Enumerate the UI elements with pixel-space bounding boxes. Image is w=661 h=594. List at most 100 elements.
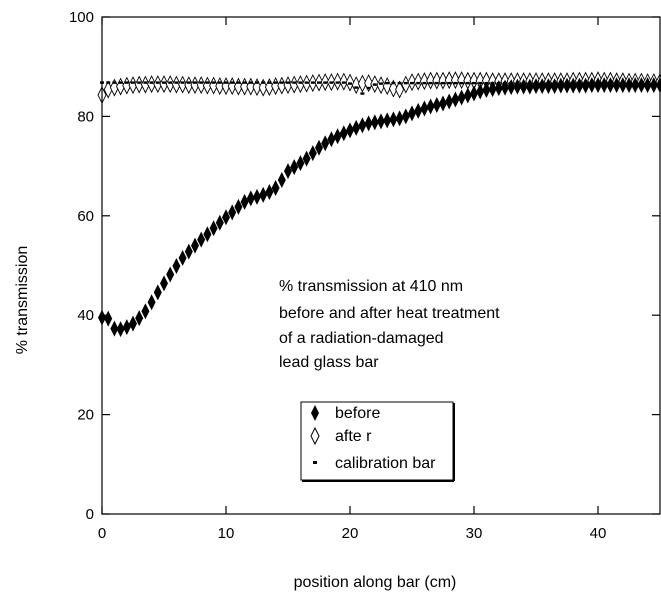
before-point — [333, 128, 342, 145]
before-point — [240, 193, 249, 210]
calibration-point — [230, 81, 235, 84]
before-point — [178, 250, 187, 267]
calibration-point — [422, 81, 427, 85]
plot-frame — [101, 16, 661, 515]
legend-marker-after — [310, 426, 320, 446]
before-point — [408, 105, 416, 122]
after-point — [140, 75, 150, 94]
before-point — [463, 87, 472, 104]
before-point — [612, 77, 621, 94]
before-point — [253, 188, 261, 205]
calibration-point — [397, 81, 402, 85]
before-point — [501, 79, 509, 96]
after-point — [419, 72, 429, 91]
legend-label-before: before — [335, 405, 380, 422]
before-point — [116, 321, 125, 338]
calibration-point — [410, 81, 414, 85]
x-tick-label: 0 — [98, 525, 106, 542]
before-point — [432, 96, 441, 113]
before-point — [569, 77, 578, 94]
after-point — [382, 77, 392, 96]
calibration-point — [279, 81, 284, 84]
calibration-point — [403, 81, 408, 85]
legend-box — [300, 401, 454, 481]
before-point — [104, 310, 113, 327]
legend-marker-calibration — [313, 461, 317, 464]
after-point — [159, 75, 169, 94]
before-point — [184, 243, 193, 260]
after-point — [357, 74, 367, 93]
before-point — [538, 78, 547, 95]
before-point — [414, 102, 423, 119]
calibration-point — [465, 81, 470, 85]
y-tick-label: 80 — [77, 108, 94, 125]
before-point — [631, 77, 640, 94]
calibration-point — [211, 81, 216, 84]
after-point — [153, 75, 163, 94]
before-point — [395, 110, 404, 127]
calibration-point — [143, 81, 148, 84]
before-point — [625, 77, 633, 94]
calibration-point — [286, 81, 290, 84]
calibration-point — [298, 81, 303, 84]
calibration-point — [379, 82, 383, 85]
before-point — [321, 135, 330, 152]
after-point — [196, 76, 206, 95]
before-point — [519, 78, 528, 95]
calibration-point — [242, 81, 247, 84]
calibration-point — [168, 81, 173, 84]
calibration-point — [162, 81, 166, 84]
chart-marks — [97, 71, 661, 338]
annotation-line-1: % transmission at 410 nm — [279, 278, 463, 295]
after-point — [295, 75, 305, 94]
calibration-point — [273, 81, 278, 84]
calibration-point — [416, 81, 421, 85]
before-point — [222, 209, 230, 226]
before-point — [172, 257, 181, 274]
calibration-point — [472, 81, 476, 85]
calibration-point — [124, 81, 129, 84]
calibration-point — [360, 92, 365, 95]
before-point — [290, 159, 299, 176]
before-point — [160, 275, 168, 292]
before-point — [296, 155, 305, 172]
before-point — [401, 108, 410, 125]
annotation-line-4: lead glass bar — [279, 354, 379, 371]
after-point — [376, 76, 386, 95]
calibration-point — [248, 81, 253, 84]
before-point — [581, 77, 590, 94]
calibration-point — [310, 81, 315, 84]
axes: 0 10 20 30 40 0 20 40 60 80 100 — [69, 9, 660, 542]
calibration-point — [261, 81, 266, 84]
calibration-point — [205, 81, 210, 84]
before-point — [302, 150, 311, 167]
before-point — [544, 78, 553, 95]
before-point — [532, 78, 540, 95]
after-point — [413, 72, 423, 91]
before-point — [563, 77, 571, 94]
annotation: % transmission at 410 nm before and afte… — [279, 278, 500, 371]
legend-label-calibration: calibration bar — [335, 455, 436, 472]
before-point — [153, 284, 162, 301]
before-point — [228, 204, 237, 221]
before-point — [370, 114, 379, 131]
before-point — [129, 315, 137, 332]
before-point — [426, 98, 435, 115]
before-point — [358, 117, 367, 134]
before-point — [352, 119, 361, 136]
calibration-point — [131, 81, 135, 84]
calibration-point — [155, 81, 160, 84]
before-point — [234, 198, 243, 215]
before-point — [339, 125, 348, 142]
legend-label-after: afte r — [335, 428, 372, 445]
after-point — [395, 80, 405, 99]
calibration-point — [341, 81, 346, 84]
before-point — [147, 294, 156, 311]
after-point — [432, 71, 442, 90]
before-point — [507, 79, 516, 96]
y-tick-label: 40 — [77, 307, 94, 324]
before-point — [575, 77, 584, 94]
after-point — [283, 76, 293, 95]
before-point — [618, 77, 627, 94]
calibration-point — [428, 81, 433, 85]
